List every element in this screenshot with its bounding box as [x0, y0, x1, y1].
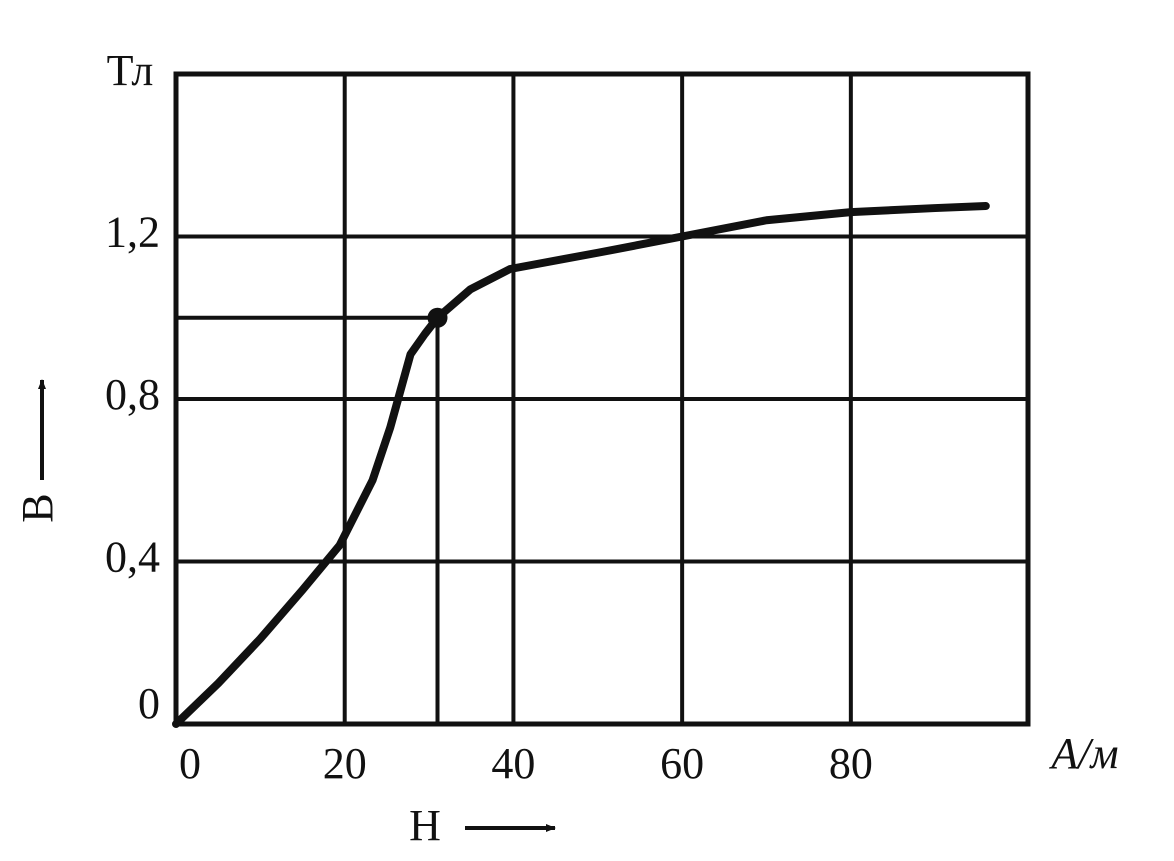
y-tick-label: 0: [138, 679, 160, 728]
y-tick-label: 0,4: [105, 533, 160, 582]
x-tick-label: 80: [829, 739, 873, 788]
y-tick-label: 0,8: [105, 370, 160, 419]
x-tick-label: 0: [179, 739, 201, 788]
x-tick-label: 60: [660, 739, 704, 788]
x-tick-label: 20: [323, 739, 367, 788]
x-tick-label: 40: [491, 739, 535, 788]
y-unit: Тл: [107, 46, 154, 95]
highlight-point: [427, 307, 448, 328]
plot-frame: [173, 71, 1031, 727]
y-tick-label: 1,2: [105, 208, 160, 257]
curve: [172, 202, 990, 728]
y-axis-label: B: [13, 493, 62, 522]
x-unit: A/м: [1048, 729, 1118, 778]
x-axis-label: H: [409, 801, 441, 850]
